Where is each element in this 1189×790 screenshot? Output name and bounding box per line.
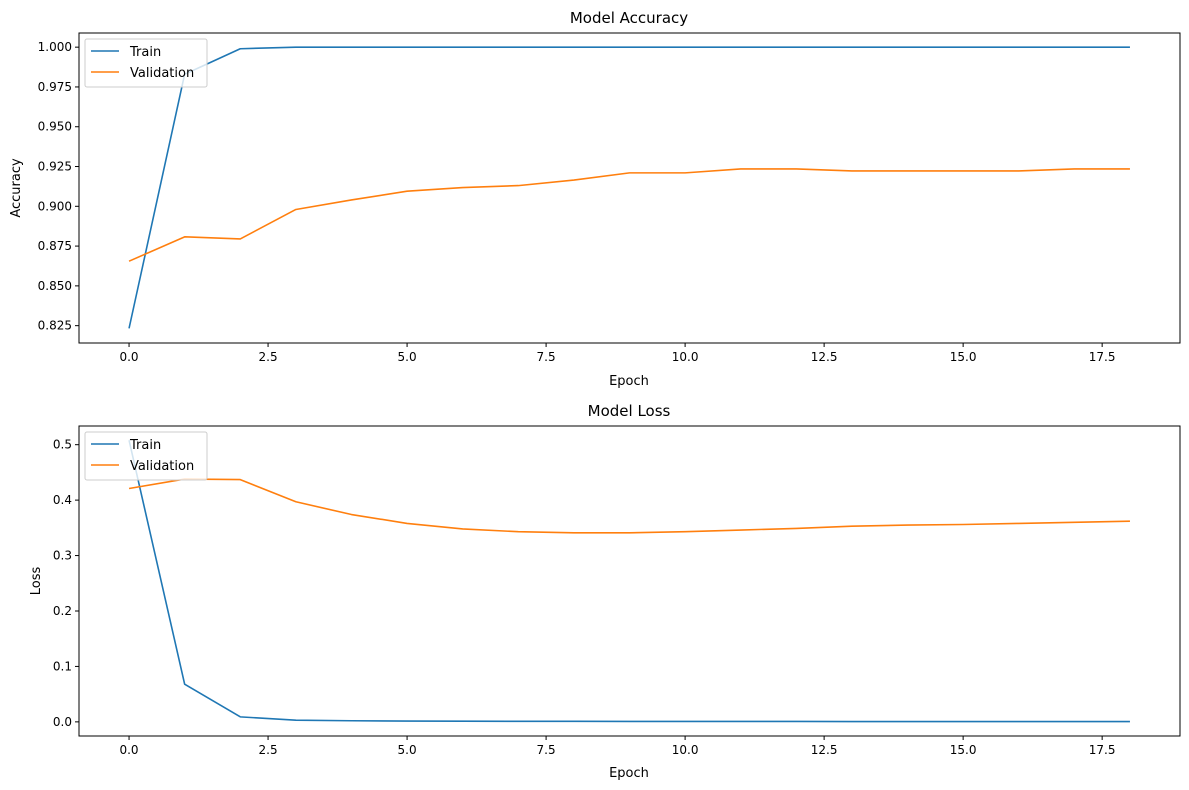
loss-plot: Model Loss 0.0 2.5 5.0 7.5 10.0 12.5 15.0 17.5 …	[29, 402, 1181, 781]
accuracy-x-tick-label: 0.0	[119, 350, 138, 364]
loss-x-tick-label: 17.5	[1089, 743, 1116, 757]
loss-x-tick-label: 15.0	[950, 743, 977, 757]
accuracy-y-tick-label: 0.925	[38, 160, 72, 174]
accuracy-x-tick-label: 10.0	[672, 350, 699, 364]
loss-y-tick-label: 0.1	[53, 659, 72, 673]
loss-title: Model Loss	[588, 402, 671, 420]
loss-x-tick-label: 12.5	[811, 743, 838, 757]
accuracy-x-tick-label: 17.5	[1089, 350, 1116, 364]
loss-x-tick-label: 5.0	[398, 743, 417, 757]
accuracy-legend: Train Validation	[84, 38, 208, 88]
accuracy-y-ticks: 0.825 0.850 0.875 0.900 0.925 0.950 0.975 1.000	[38, 40, 79, 333]
accuracy-y-tick-label: 0.850	[38, 279, 72, 293]
accuracy-legend-train-label: Train	[129, 45, 161, 60]
loss-x-tick-label: 2.5	[259, 743, 278, 757]
accuracy-x-tick-label: 12.5	[811, 350, 838, 364]
accuracy-axes-frame	[78, 32, 1181, 344]
loss-legend: Train Validation	[84, 431, 208, 481]
accuracy-x-tick-label: 5.0	[398, 350, 417, 364]
accuracy-y-tick-label: 1.000	[38, 40, 72, 54]
accuracy-y-axis-label: Accuracy	[9, 158, 24, 218]
accuracy-title: Model Accuracy	[570, 9, 688, 27]
accuracy-validation-line	[128, 168, 1130, 262]
loss-legend-train-label: Train	[129, 438, 161, 453]
loss-x-axis-label: Epoch	[609, 766, 649, 781]
accuracy-train-line	[128, 46, 1130, 329]
loss-y-ticks: 0.0 0.1 0.2 0.3 0.4 0.5	[53, 438, 79, 729]
loss-y-axis-label: Loss	[29, 567, 44, 596]
loss-y-tick-label: 0.2	[53, 604, 72, 618]
loss-y-tick-label: 0.4	[53, 493, 72, 507]
loss-axes-frame	[78, 425, 1181, 737]
loss-y-tick-label: 0.3	[53, 549, 72, 563]
accuracy-y-tick-label: 0.875	[38, 239, 72, 253]
accuracy-x-tick-label: 15.0	[950, 350, 977, 364]
accuracy-y-tick-label: 0.900	[38, 199, 72, 213]
accuracy-x-ticks: 0.0 2.5 5.0 7.5 10.0 12.5 15.0 17.5	[119, 343, 1116, 364]
accuracy-x-tick-label: 7.5	[537, 350, 556, 364]
loss-validation-line	[128, 478, 1130, 534]
loss-legend-validation-label: Validation	[130, 459, 194, 474]
loss-y-tick-label: 0.0	[53, 715, 72, 729]
loss-x-ticks: 0.0 2.5 5.0 7.5 10.0 12.5 15.0 17.5	[119, 736, 1116, 757]
loss-train-line	[128, 440, 1130, 723]
loss-x-tick-label: 10.0	[672, 743, 699, 757]
loss-lines	[128, 440, 1130, 723]
accuracy-plot: Model Accuracy 0.0 2.5 5.0 7.5 10.0 12.5 15.0 1…	[9, 9, 1181, 389]
accuracy-lines	[128, 46, 1130, 329]
loss-x-tick-label: 0.0	[119, 743, 138, 757]
accuracy-y-tick-label: 0.825	[38, 319, 72, 333]
accuracy-y-tick-label: 0.950	[38, 120, 72, 134]
accuracy-x-tick-label: 2.5	[259, 350, 278, 364]
accuracy-x-axis-label: Epoch	[609, 374, 649, 389]
accuracy-legend-validation-label: Validation	[130, 66, 194, 81]
loss-x-tick-label: 7.5	[537, 743, 556, 757]
accuracy-y-tick-label: 0.975	[38, 80, 72, 94]
loss-y-tick-label: 0.5	[53, 438, 72, 452]
